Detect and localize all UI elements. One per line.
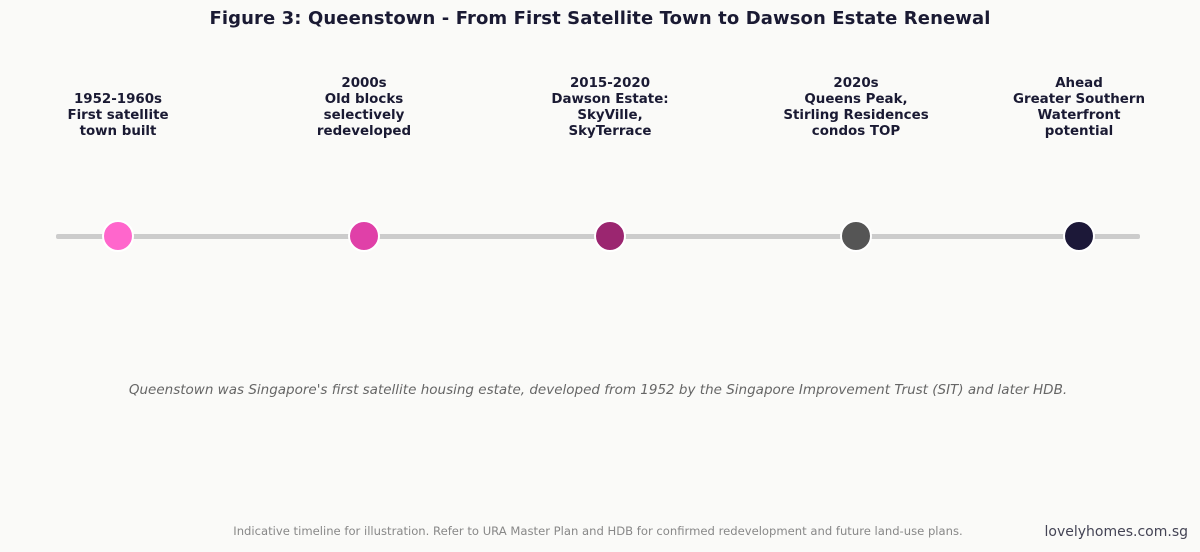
milestone-text-line: Greater Southern	[1013, 92, 1145, 107]
milestone-text-line: redeveloped	[316, 124, 412, 139]
milestone-label: Ahead Greater Southern Waterfront potent…	[979, 76, 1179, 140]
milestone-text-line: potential	[1044, 124, 1114, 139]
milestone-text-line: SkyTerrace	[568, 124, 652, 139]
figure-caption: Queenstown was Singapore's first satelli…	[128, 382, 1068, 398]
milestone-period: 2020s	[833, 76, 879, 91]
milestone-text-line: First satellite	[67, 108, 169, 123]
brand-watermark: lovelyhomes.com.sg	[1044, 524, 1189, 540]
milestone-text-line: town built	[79, 124, 157, 139]
milestone-text-line: Dawson Estate:	[551, 92, 669, 107]
footnote: Indicative timeline for illustration. Re…	[233, 524, 963, 538]
milestone-text-line: Queens Peak,	[804, 92, 908, 107]
milestone-period: 2015-2020	[569, 76, 651, 91]
milestone-text-line: condos TOP	[811, 124, 901, 139]
milestone-dot	[1063, 220, 1095, 252]
milestone-text-line: SkyVille,	[577, 108, 643, 123]
milestone-text-line: selectively	[323, 108, 405, 123]
milestone-period: Ahead	[1055, 76, 1103, 91]
milestone-label: 1952-1960s First satellite town built	[18, 92, 218, 140]
milestone-dot	[348, 220, 380, 252]
figure-title: Figure 3: Queenstown - From First Satell…	[209, 8, 991, 29]
milestone-label: 2000s Old blocks selectively redeveloped	[264, 76, 464, 140]
milestone-text-line: Waterfront	[1037, 108, 1121, 123]
milestone-period: 1952-1960s	[73, 92, 163, 107]
milestone-label: 2015-2020 Dawson Estate: SkyVille, SkyTe…	[510, 76, 710, 140]
milestone-text-line: Old blocks	[324, 92, 404, 107]
milestone-label: 2020s Queens Peak, Stirling Residences c…	[756, 76, 956, 140]
milestone-text-line: Stirling Residences	[783, 108, 929, 123]
milestone-period: 2000s	[341, 76, 387, 91]
milestone-dot	[840, 220, 872, 252]
milestone-dot	[594, 220, 626, 252]
milestone-dot	[102, 220, 134, 252]
